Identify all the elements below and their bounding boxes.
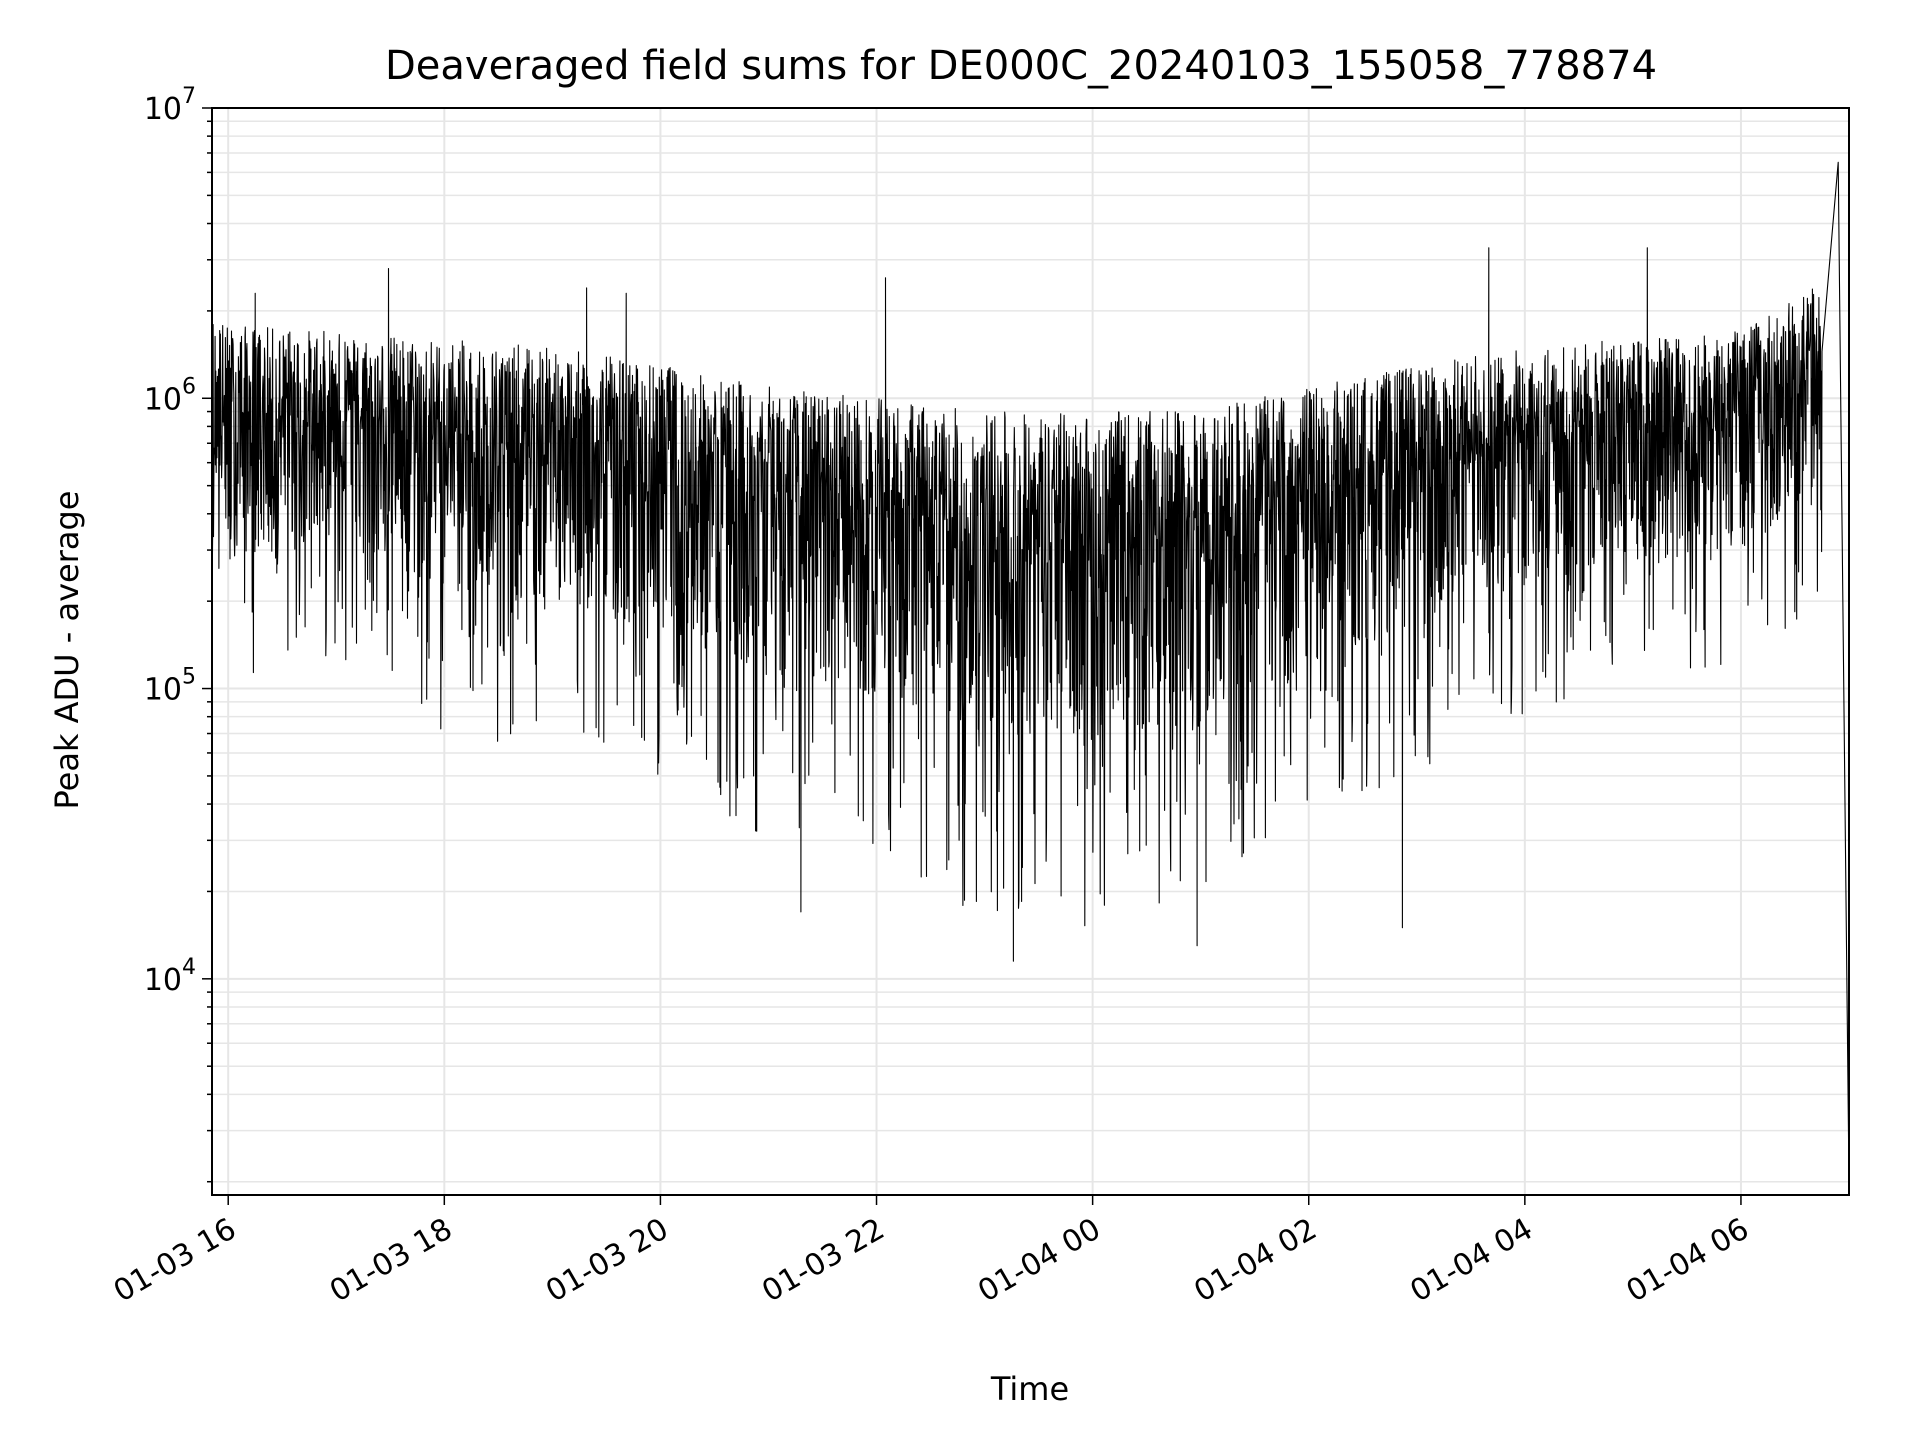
y-tick-exponent: 6 — [182, 374, 196, 399]
chart-title: Deaveraged field sums for DE000C_2024010… — [385, 43, 1657, 89]
series-line — [211, 161, 1850, 1182]
y-tick-label: 106 — [144, 374, 196, 417]
y-tick-label: 104 — [144, 955, 196, 998]
y-tick-exponent: 7 — [182, 84, 196, 109]
y-tick-base: 10 — [144, 382, 182, 417]
x-axis: 01-03 16 01-03 18 01-03 20 01-03 22 01-04 00… — [108, 1195, 1755, 1309]
x-tick-label: 01-03 18 — [324, 1212, 458, 1310]
x-tick-label: 01-03 16 — [108, 1212, 242, 1310]
y-tick-base: 10 — [144, 963, 182, 998]
series-path — [211, 161, 1850, 1182]
y-tick-exponent: 4 — [182, 955, 196, 980]
x-tick-label: 01-04 02 — [1188, 1212, 1322, 1310]
y-tick-base: 10 — [144, 673, 182, 708]
x-axis-title: Time — [990, 1370, 1069, 1408]
x-tick-label: 01-03 22 — [756, 1212, 890, 1310]
x-tick-label: 01-04 06 — [1621, 1212, 1755, 1310]
plot-frame — [211, 107, 1850, 1196]
x-tick-label: 01-04 00 — [972, 1212, 1106, 1310]
x-tick-label: 01-04 04 — [1405, 1212, 1539, 1310]
y-tick-base: 10 — [144, 92, 182, 127]
y-tick-exponent: 5 — [182, 665, 196, 690]
y-tick-label: 107 — [144, 84, 196, 127]
x-tick-label: 01-03 20 — [540, 1212, 674, 1310]
y-tick-label: 105 — [144, 665, 196, 708]
y-axis-title: Peak ADU - average — [48, 491, 86, 810]
